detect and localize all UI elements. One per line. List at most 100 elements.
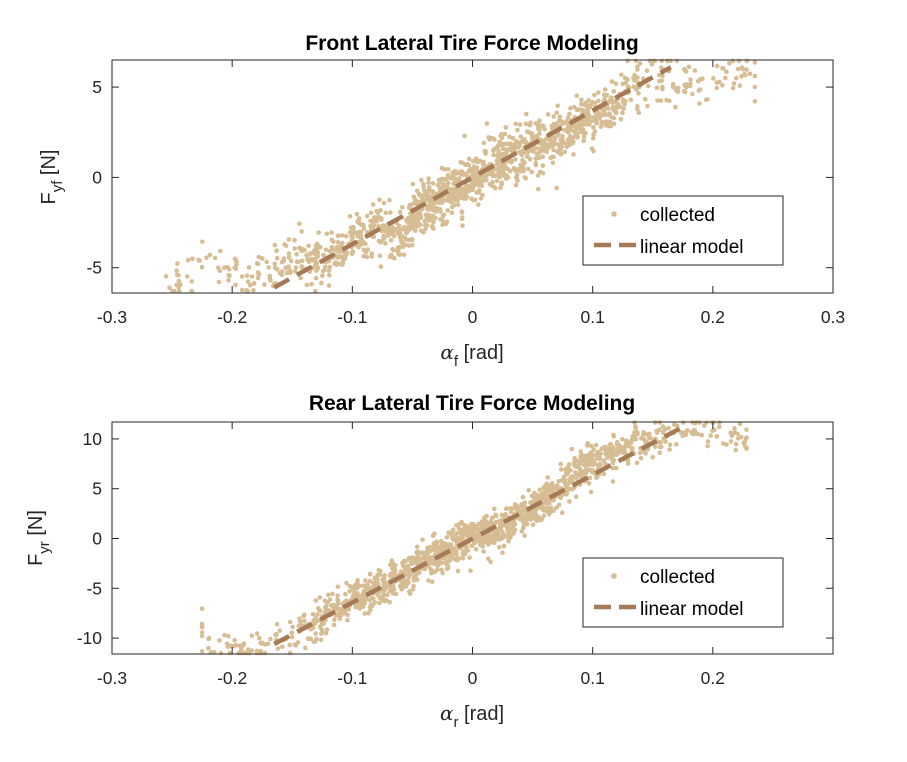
rear-collected-point — [629, 436, 635, 442]
front-collected-point — [558, 137, 563, 143]
front-collected-point — [752, 84, 758, 90]
front-collected-point — [364, 213, 370, 219]
rear-collected-point — [233, 642, 239, 648]
rear-collected-point — [465, 548, 471, 553]
front-collected-point — [592, 115, 598, 121]
front-collected-point — [572, 123, 577, 129]
front-collected-point — [533, 156, 539, 161]
front-collected-point — [536, 126, 541, 132]
rear-collected-point — [254, 650, 259, 656]
front-legend-collected-marker — [611, 211, 617, 217]
rear-collected-point — [487, 538, 492, 543]
front-collected-point — [251, 288, 256, 293]
front-collected-point — [571, 139, 576, 144]
front-collected-point — [686, 64, 692, 70]
front-collected-point — [646, 83, 651, 89]
front-collected-point — [510, 136, 516, 141]
front-collected-point — [581, 134, 587, 140]
rear-collected-point — [573, 494, 579, 500]
front-collected-point — [416, 191, 422, 197]
rear-collected-point — [530, 522, 536, 527]
front-collected-point — [414, 221, 420, 227]
rear-collected-point — [537, 487, 542, 493]
front-collected-point — [456, 170, 461, 176]
front-collected-point — [376, 238, 382, 244]
front-collected-point — [445, 197, 450, 203]
front-collected-point — [430, 181, 436, 186]
front-collected-point — [484, 121, 490, 126]
front-collected-point — [400, 205, 405, 210]
front-collected-point — [244, 288, 249, 293]
rear-collected-point — [206, 636, 211, 641]
front-collected-point — [426, 180, 431, 185]
rear-collected-point — [318, 631, 324, 636]
rear-collected-point — [420, 537, 425, 542]
front-collected-point — [272, 242, 278, 248]
front-collected-point — [421, 192, 427, 198]
rear-collected-point — [343, 591, 348, 597]
rear-collected-point — [508, 509, 514, 515]
front-collected-point — [599, 121, 604, 126]
front-collected-point — [350, 235, 355, 240]
front-collected-point — [620, 110, 625, 116]
front-collected-point — [727, 61, 732, 66]
rear-collected-point — [660, 424, 666, 429]
front-collected-point — [428, 217, 434, 222]
front-collected-point — [404, 217, 409, 223]
rear-collected-point — [389, 558, 395, 563]
front-collected-point — [668, 58, 673, 64]
rear-collected-point — [385, 592, 390, 597]
rear-collected-point — [382, 587, 387, 593]
front-collected-point — [720, 83, 725, 88]
rear-collected-point — [460, 555, 466, 561]
rear-collected-point — [532, 490, 537, 496]
rear-collected-point — [352, 590, 357, 595]
rear-y-axis-ticks: -10 -5 0 5 10 — [77, 429, 833, 648]
front-collected-point — [338, 248, 344, 254]
front-collected-point — [657, 72, 662, 78]
front-collected-point — [387, 197, 392, 203]
front-collected-point — [374, 209, 380, 214]
front-collected-point — [218, 248, 223, 254]
front-collected-point — [216, 279, 222, 285]
rear-collected-point — [611, 434, 616, 439]
front-collected-point — [508, 141, 513, 146]
front-collected-point — [424, 222, 430, 228]
rear-collected-point — [502, 522, 507, 528]
rear-collected-point — [289, 634, 295, 640]
front-collected-point — [312, 251, 318, 257]
rear-collected-point — [569, 487, 575, 492]
front-collected-point — [672, 85, 677, 90]
rear-collected-point — [735, 436, 741, 441]
rear-collected-point — [641, 432, 646, 437]
front-collected-point — [682, 67, 688, 73]
rear-collected-point — [428, 566, 433, 572]
front-collected-point — [299, 258, 305, 264]
front-collected-point — [440, 213, 446, 218]
front-collected-point — [387, 254, 393, 259]
front-collected-point — [429, 224, 435, 229]
rear-legend: collected linear model — [582, 557, 784, 628]
rear-collected-point — [372, 600, 378, 605]
front-collected-point — [562, 128, 567, 133]
front-collected-point — [297, 245, 302, 251]
rear-y-axis-label: Fyr [N] — [25, 510, 53, 566]
rear-collected-point — [605, 454, 611, 459]
rear-collected-point — [361, 583, 367, 588]
rear-collected-point — [382, 598, 387, 604]
front-collected-point — [551, 114, 556, 119]
front-collected-point — [376, 224, 381, 229]
rear-collected-point — [572, 456, 577, 461]
front-y-tick-label: 0 — [92, 167, 102, 187]
front-collected-point — [551, 147, 556, 153]
front-collected-point — [430, 190, 436, 196]
front-legend-collected-label: collected — [640, 205, 715, 226]
front-collected-point — [551, 121, 557, 127]
rear-collected-point — [377, 600, 382, 606]
rear-collected-point — [408, 571, 413, 576]
rear-collected-point — [591, 459, 597, 464]
rear-y-tick-label: -5 — [86, 578, 102, 598]
front-collected-point — [537, 131, 542, 136]
front-collected-point — [379, 217, 384, 222]
